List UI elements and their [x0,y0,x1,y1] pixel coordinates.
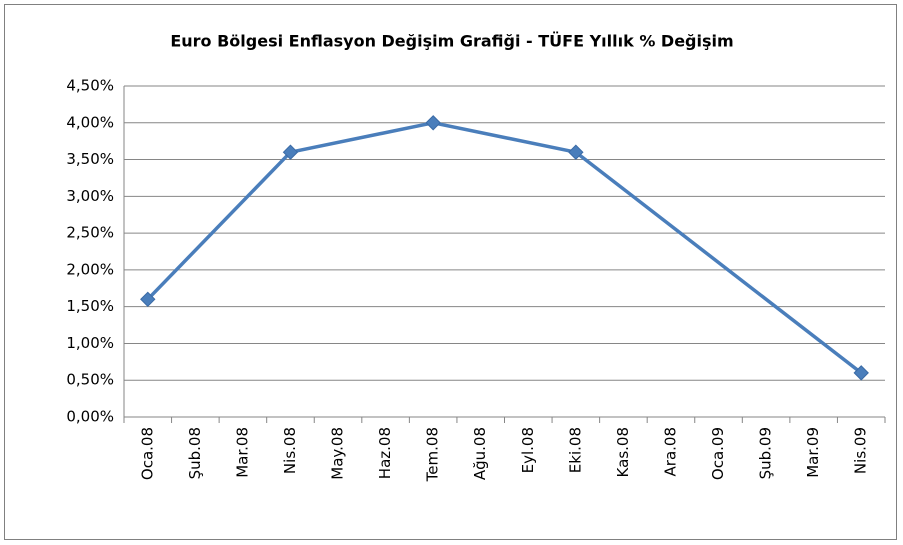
y-tick-label: 4,00% [66,113,114,131]
y-tick-label: 1,50% [66,297,114,315]
y-tick-label: 2,00% [66,260,114,278]
chart-border [4,4,897,540]
x-tick-label: Haz.08 [376,427,394,479]
marker [425,115,441,131]
line-segment [146,150,293,302]
y-tick-label: 3,00% [66,187,114,205]
x-tick-label: Mar.08 [233,427,251,478]
y-tick-label: 1,00% [66,334,114,352]
x-tick-label: Nis.09 [852,427,870,474]
x-tick-label: Şub.08 [186,427,204,479]
y-tick-label: 4,50% [66,77,114,95]
y-tick-label: 2,50% [66,224,114,242]
x-tick-label: Ara.08 [661,427,679,476]
x-tick-label: Ağu.08 [471,427,489,480]
marker [140,291,156,308]
marker [282,144,299,160]
x-tick-label: Oca.09 [709,427,727,480]
line-segment [574,150,863,375]
x-tick-label: Tem.08 [424,427,442,482]
x-tick-label: Eki.08 [566,427,584,473]
x-tick-label: Şub.09 [757,427,775,479]
y-tick-label: 0,50% [66,371,114,389]
y-tick-label: 3,50% [66,150,114,168]
x-tick-label: Oca.08 [138,427,156,480]
marker [568,144,584,160]
line-segment [431,121,578,154]
marker [853,365,869,381]
y-tick-label: 0,00% [66,408,114,426]
x-tick-label: Eyl.08 [519,427,537,473]
x-tick-label: Mar.09 [804,427,822,478]
line-segment [288,121,435,154]
x-tick-label: May.08 [329,427,347,480]
x-tick-label: Nis.08 [281,427,299,474]
x-tick-label: Kas.08 [614,427,632,477]
chart-title: Euro Bölgesi Enflasyon Değişim Grafiği -… [170,32,733,51]
